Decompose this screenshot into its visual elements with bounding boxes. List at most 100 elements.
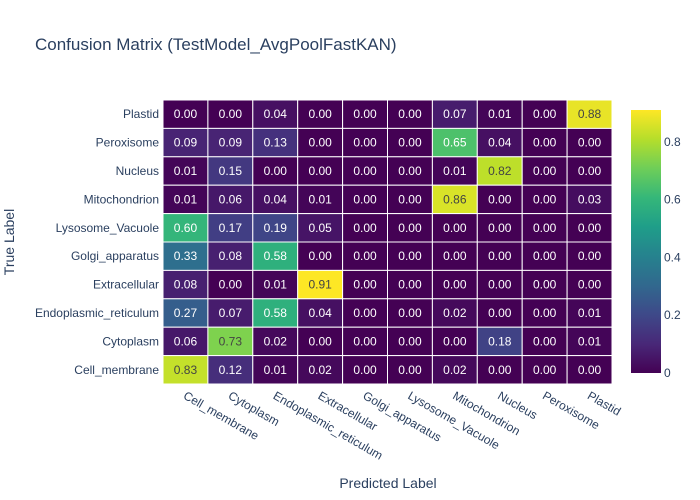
- cell-value-label: 0.17: [219, 221, 243, 235]
- cell-value-label: 0.00: [533, 334, 557, 348]
- cell-value-label: 0.00: [398, 221, 422, 235]
- cell-value-label: 0.58: [264, 306, 288, 320]
- heatmap-cell: [207, 326, 254, 357]
- cell-value-label: 0.00: [353, 363, 377, 377]
- heatmap-cell: [521, 269, 568, 300]
- heatmap-cell: [476, 213, 523, 243]
- heatmap-cell: [521, 326, 568, 357]
- cell-value-label: 0.82: [488, 164, 512, 178]
- cell-value-label: 0.05: [308, 221, 332, 235]
- heatmap-cell: [297, 269, 344, 300]
- heatmap-cell: [162, 99, 209, 129]
- cell-value-label: 0.01: [174, 164, 198, 178]
- cell-value-label: 0.07: [219, 306, 243, 320]
- cell-value-label: 0.00: [308, 249, 332, 263]
- cell-value-label: 0.00: [533, 306, 557, 320]
- heatmap-cell: [566, 269, 613, 300]
- cell-value-label: 0.00: [578, 278, 602, 292]
- y-tick-label: Peroxisome: [96, 136, 160, 150]
- y-tick-label: Plastid: [123, 107, 159, 121]
- heatmap-cell: [387, 99, 433, 129]
- heatmap-cell: [566, 99, 613, 129]
- cell-value-label: 0.00: [533, 164, 557, 178]
- colorbar-ticks: 0 0.2 0.4 0.6 0.8: [664, 135, 681, 380]
- heatmap-cell: [387, 269, 433, 300]
- cell-value-label: 0.00: [488, 192, 512, 206]
- cell-value-label: 0.83: [174, 363, 198, 377]
- heatmap-cell: [252, 156, 299, 186]
- heatmap-cell: [476, 156, 523, 186]
- cell-value-label: 0.00: [443, 278, 467, 292]
- heatmap-cell: [431, 298, 478, 328]
- heatmap-cell: [387, 127, 433, 158]
- cell-value-label: 0.88: [578, 107, 602, 121]
- colorbar-tick-label: 0.6: [664, 193, 681, 207]
- colorbar: [631, 110, 661, 373]
- heatmap-cell: [207, 298, 254, 328]
- cell-value-label: 0.02: [308, 363, 332, 377]
- cell-value-label: 0.00: [398, 192, 422, 206]
- colorbar-tick-label: 0: [664, 366, 671, 380]
- cell-value-label: 0.00: [264, 164, 288, 178]
- heatmap-cell: [566, 156, 613, 186]
- cell-value-label: 0.04: [488, 136, 512, 150]
- cell-value-label: 0.00: [578, 136, 602, 150]
- colorbar-tick-label: 0.2: [664, 308, 681, 322]
- cell-value-label: 0.04: [264, 107, 288, 121]
- cell-value-label: 0.00: [578, 363, 602, 377]
- y-tick-label: Golgi_apparatus: [71, 249, 159, 263]
- cell-value-label: 0.07: [443, 107, 467, 121]
- heatmap-cell: [387, 355, 433, 385]
- cell-value-label: 0.03: [578, 192, 602, 206]
- heatmap-cell: [431, 156, 478, 186]
- heatmap-cell: [162, 326, 209, 357]
- cell-value-label: 0.00: [578, 221, 602, 235]
- heatmap-cell: [387, 184, 433, 215]
- cell-value-label: 0.02: [264, 334, 288, 348]
- heatmap-cell: [297, 326, 344, 357]
- cell-value-label: 0.01: [264, 278, 288, 292]
- heatmap-cell: [521, 355, 568, 385]
- cell-value-label: 0.00: [353, 107, 377, 121]
- cell-value-label: 0.60: [174, 221, 198, 235]
- cell-value-label: 0.00: [398, 306, 422, 320]
- cell-value-label: 0.00: [488, 278, 512, 292]
- heatmap-cell: [431, 127, 478, 158]
- cell-value-label: 0.00: [443, 221, 467, 235]
- cell-value-label: 0.00: [398, 249, 422, 263]
- heatmap-cell: [521, 298, 568, 328]
- cell-value-label: 0.08: [219, 249, 243, 263]
- cell-value-label: 0.00: [533, 363, 557, 377]
- cell-value-label: 0.00: [533, 107, 557, 121]
- heatmap-cell: [387, 213, 433, 243]
- cell-value-label: 0.33: [174, 249, 198, 263]
- cell-value-label: 0.02: [443, 306, 467, 320]
- cell-value-label: 0.01: [264, 363, 288, 377]
- cell-value-label: 0.00: [398, 164, 422, 178]
- cell-value-label: 0.00: [353, 164, 377, 178]
- heatmap-cell: [342, 213, 389, 243]
- heatmap-cell: [297, 127, 344, 158]
- heatmap-cell: [297, 298, 344, 328]
- cell-value-label: 0.00: [533, 249, 557, 263]
- cell-value-label: 0.18: [488, 334, 512, 348]
- heatmap-cell: [162, 156, 209, 186]
- heatmap-cell: [207, 355, 254, 385]
- x-axis-ticks: Cell_membraneCytoplasmEndoplasmic_reticu…: [181, 388, 623, 462]
- x-axis-title: Predicted Label: [339, 475, 436, 491]
- y-tick-label: Lysosome_Vacuole: [56, 221, 160, 235]
- cell-value-label: 0.00: [353, 334, 377, 348]
- y-tick-label: Cell_membrane: [74, 363, 159, 377]
- heatmap-cell: [342, 355, 389, 385]
- cell-value-label: 0.00: [533, 192, 557, 206]
- cell-value-label: 0.00: [353, 306, 377, 320]
- heatmap-cell: [162, 241, 209, 271]
- cell-value-label: 0.00: [174, 107, 198, 121]
- cell-value-label: 0.15: [219, 164, 243, 178]
- heatmap-cell: [476, 298, 523, 328]
- cell-value-label: 0.00: [533, 278, 557, 292]
- cell-value-label: 0.91: [308, 278, 332, 292]
- cell-value-label: 0.00: [398, 334, 422, 348]
- heatmap-cell: [476, 355, 523, 385]
